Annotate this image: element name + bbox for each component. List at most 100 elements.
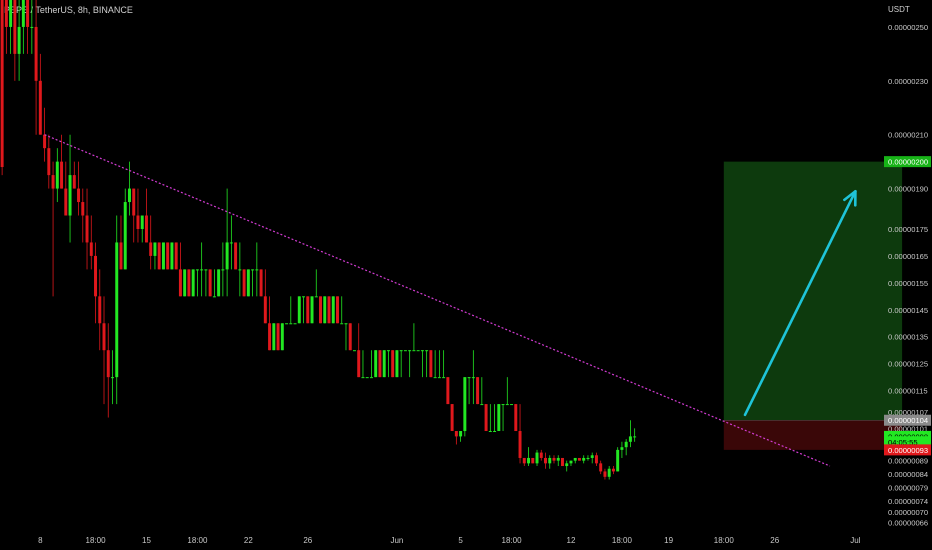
candle [480,377,484,406]
candle-body [111,377,114,379]
candle [132,188,136,243]
candle [522,457,526,467]
time-tick-label: Jul [850,536,860,545]
candle [603,468,607,480]
price-tick-label: 0.00000135 [888,333,928,342]
candle [26,0,30,54]
candle [234,242,238,270]
candle-body [497,404,501,432]
price-tick-label: 0.00000107 [888,408,928,417]
candle-body [166,242,170,270]
time-tick-label: 18:00 [612,536,633,545]
candle [420,350,424,378]
candle [9,0,13,54]
candle-body [229,242,233,244]
price-tick-label: 0.00000079 [888,484,928,493]
candle [285,323,289,325]
candle-body [488,431,492,433]
candle [586,455,590,461]
candle [340,296,344,325]
candle-body [620,447,624,450]
candle [628,420,632,448]
time-tick-label: Jun [390,536,403,545]
candle-body [331,296,335,324]
candle [323,296,327,324]
candle-body [374,350,378,378]
candle-body [289,323,293,325]
candle-body [365,377,369,379]
candle [221,242,225,297]
price-tick-label: 0.00000074 [888,497,928,506]
arrow-shaft [743,189,857,417]
candle [454,431,458,445]
candle [200,242,204,297]
candle-body [336,296,339,324]
candle-body [47,148,51,176]
candle-body [480,404,484,406]
candle-body [221,269,225,271]
candle [624,439,628,456]
candle [115,215,119,405]
candle-body [357,350,361,378]
candle [429,350,433,378]
candle [276,323,280,351]
candle-body [599,463,603,472]
candle-body [433,377,437,379]
candle-body [127,188,131,203]
candle [238,242,242,297]
candle [510,404,514,406]
candle [111,350,114,405]
candle [204,269,208,297]
candle-body [106,350,110,378]
candle-body [399,350,403,352]
candle-body [178,269,182,297]
candle [527,447,531,467]
price-label-bg [884,414,931,426]
candle-body [38,80,42,135]
candle-body [123,202,127,270]
price-tick-label: 0.00000190 [888,185,928,194]
candle [493,404,497,433]
candle-body [242,269,246,297]
time-axis[interactable]: 8 18:00 15 18:00 22 26 Jun 5 18:00 12 18:00 19 18:00… [38,536,861,545]
candle [229,215,233,270]
candle [170,242,174,270]
time-tick-label: 15 [142,536,151,545]
candle-body [378,350,382,378]
candle-body [369,377,373,379]
candle-body [161,242,165,270]
candle [81,188,85,243]
price-axis[interactable]: 0.00000250 0.00000230 0.00000210 0.00000190… [884,23,931,528]
symbol-title: PEPE / TetherUS, 8h, BINANCE [4,5,133,15]
time-tick-label: 5 [458,536,463,545]
time-tick-label: 18:00 [187,536,208,545]
candle [306,296,310,324]
candle-body [437,377,441,379]
candle-body [77,188,81,203]
candle [331,296,335,324]
candle-body [323,296,327,324]
candles [0,0,637,480]
candle [30,0,34,54]
candle [272,323,276,351]
candle-body [68,175,72,216]
candle-body [157,242,161,270]
candle [106,323,110,418]
candle [582,455,586,464]
candle-body [85,215,89,243]
candle-body [552,457,556,461]
candle [386,350,390,378]
candle [127,161,131,216]
time-tick-label: 19 [664,536,673,545]
candle-body [340,323,344,325]
candle-body [535,452,539,464]
candle [548,455,552,469]
candle-body [556,457,560,461]
candle-body [72,175,76,189]
candle-body [633,436,637,438]
position-zones [723,161,903,450]
candle-body [408,350,412,352]
candle [314,269,318,298]
candle-body [285,323,289,325]
